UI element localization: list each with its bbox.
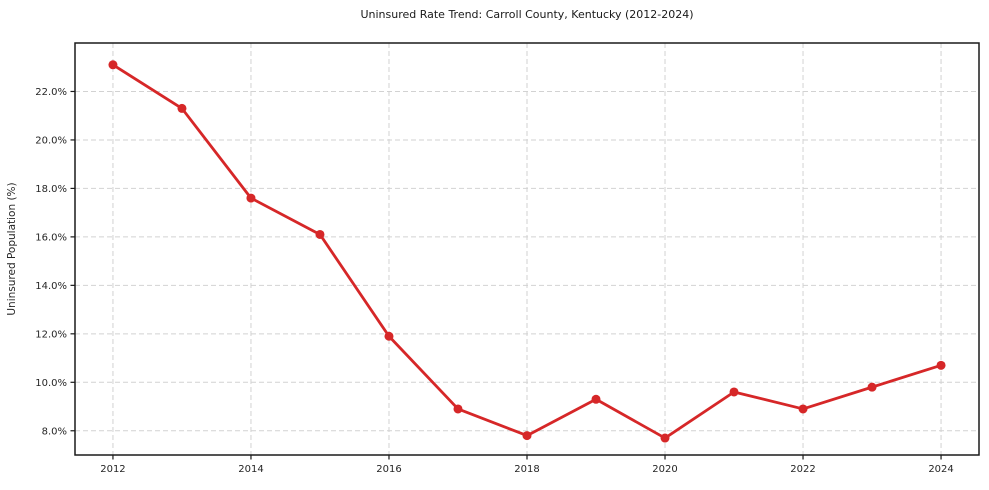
plot-border: [74, 42, 980, 456]
x-tick-label: 2012: [100, 464, 125, 475]
data-point: [798, 404, 808, 414]
x-tick-label: 2020: [652, 464, 677, 475]
y-tick-label: 14.0%: [35, 281, 67, 292]
x-tick-label: 2016: [376, 464, 401, 475]
data-point: [315, 229, 325, 239]
x-tick-label: 2022: [790, 464, 815, 475]
data-point: [867, 382, 877, 392]
grid-layer: [75, 43, 979, 455]
x-tick-label: 2024: [928, 464, 953, 475]
data-point: [522, 431, 532, 441]
x-tick-label: 2014: [238, 464, 263, 475]
data-point: [384, 331, 394, 341]
x-tick-label: 2018: [514, 464, 539, 475]
data-point: [591, 394, 601, 404]
data-point: [453, 404, 463, 414]
y-tick-label: 10.0%: [35, 378, 67, 389]
tick-layer: 8.0% 10.0% 12.0% 14.0% 16.0% 18.0% 20.0% 22.0% 2…: [35, 87, 954, 475]
y-tick-label: 8.0%: [42, 426, 67, 437]
data-point: [729, 387, 739, 397]
trend-series: [108, 60, 946, 443]
y-tick-label: 20.0%: [35, 135, 67, 146]
chart-title: Uninsured Rate Trend: Carroll County, Ke…: [360, 8, 694, 21]
y-tick-label: 16.0%: [35, 232, 67, 243]
data-point: [108, 60, 118, 70]
y-tick-label: 12.0%: [35, 329, 67, 340]
data-point: [936, 360, 946, 370]
data-point: [660, 433, 670, 443]
y-axis-label: Uninsured Population (%): [6, 182, 18, 315]
data-point: [246, 193, 256, 203]
y-tick-label: 18.0%: [35, 184, 67, 195]
data-point: [177, 103, 187, 113]
y-tick-label: 22.0%: [35, 87, 67, 98]
